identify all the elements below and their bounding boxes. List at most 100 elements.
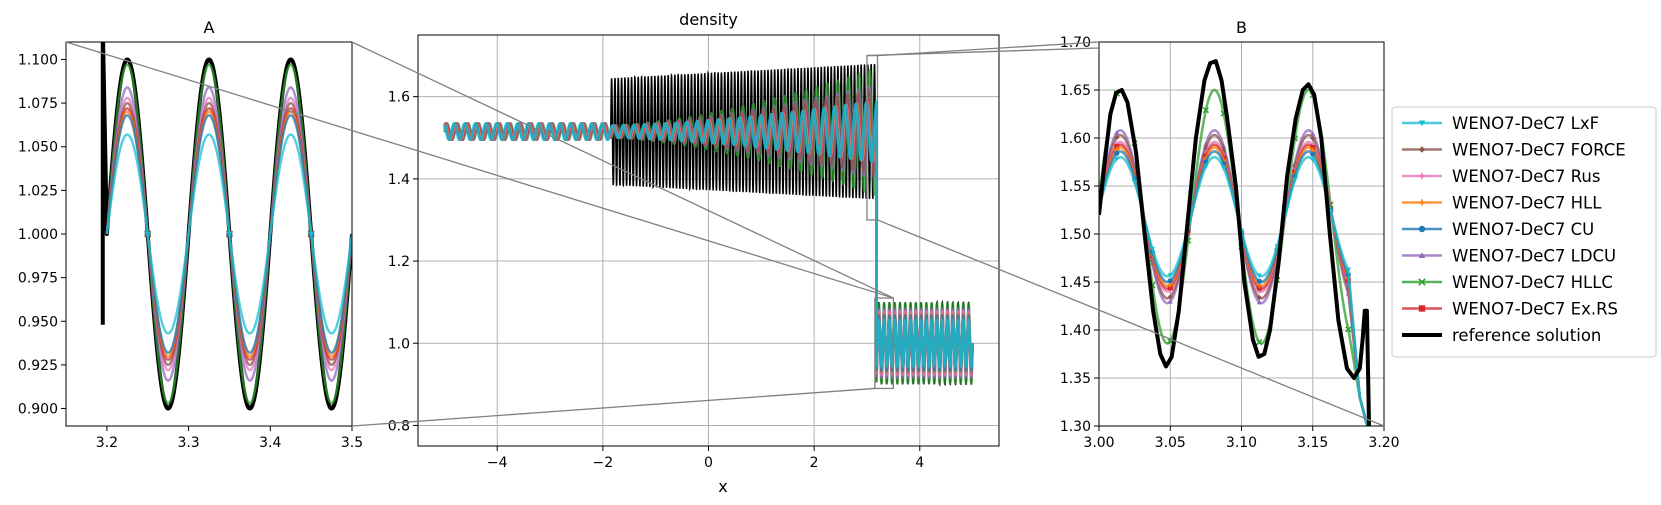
inset-a-plot-area bbox=[100, 42, 352, 411]
inset-b-series-marker bbox=[1345, 267, 1351, 273]
inset-a-series-marker bbox=[308, 231, 315, 237]
legend-marker bbox=[1418, 225, 1426, 233]
legend-label: WENO7-DeC7 Ex.RS bbox=[1452, 300, 1618, 319]
main-series-line bbox=[443, 99, 974, 368]
zoom-connector-a-bottom bbox=[351, 387, 875, 427]
inset-b-series-marker bbox=[1167, 284, 1173, 291]
inset-a-x-tick-label: 3.2 bbox=[96, 435, 118, 451]
legend-frame bbox=[1391, 106, 1657, 358]
inset-a-y-tick-label: 0.925 bbox=[18, 358, 58, 374]
inset-b-series-marker bbox=[1132, 180, 1138, 185]
inset-a-y-tick-label: 1.000 bbox=[18, 227, 58, 243]
main-y-tick-label: 0.8 bbox=[388, 418, 410, 434]
inset-a-y-tick-label: 1.050 bbox=[18, 140, 58, 156]
inset-b-series-marker bbox=[1203, 145, 1209, 151]
inset-b-series-marker bbox=[1221, 166, 1227, 171]
inset-b-x-tick-label: 3.20 bbox=[1368, 435, 1399, 451]
main-y-ticks: 0.8 1.0 1.2 1.4 1.6 bbox=[388, 90, 418, 434]
inset-b-series-marker bbox=[1114, 144, 1120, 150]
inset-b-series-marker bbox=[1345, 326, 1352, 333]
inset-b-y-tick-label: 1.40 bbox=[1060, 323, 1091, 339]
legend-marker bbox=[1418, 252, 1426, 259]
inset-b-x-tick-label: 3.05 bbox=[1155, 435, 1186, 451]
inset-b-series-marker bbox=[1310, 131, 1316, 136]
inset-b-series-marker bbox=[1310, 151, 1316, 157]
legend-marker bbox=[1418, 305, 1426, 312]
inset-b-series-marker bbox=[1202, 106, 1210, 114]
main-series bbox=[443, 64, 974, 387]
inset-b-series-marker bbox=[1167, 298, 1173, 304]
main-y-tick-label: 1.6 bbox=[388, 90, 410, 106]
inset-a-frame bbox=[66, 42, 352, 426]
inset-b-reference-line bbox=[1099, 59, 1372, 426]
legend-marker bbox=[1418, 172, 1426, 180]
main-x-tick-label: −2 bbox=[593, 455, 614, 471]
inset-a-x-tick-label: 3.5 bbox=[341, 435, 363, 451]
zoom-box-a bbox=[874, 297, 895, 390]
inset-a-y-tick-label: 0.900 bbox=[18, 402, 58, 418]
legend-entry: WENO7-DeC7 HLLC bbox=[1402, 273, 1613, 292]
inset-b-series-marker bbox=[1256, 273, 1262, 279]
legend-marker bbox=[1418, 278, 1426, 286]
inset-b: 3.00 3.05 3.10 3.15 3.20 1.30 1.35 1.40 1.45 1.5… bbox=[1060, 18, 1400, 451]
inset-b-series-marker bbox=[1167, 294, 1173, 300]
legend-label: WENO7-DeC7 FORCE bbox=[1452, 141, 1626, 160]
main-x-ticks: −4 −2 0 2 4 bbox=[487, 446, 924, 471]
inset-b-y-tick-label: 1.45 bbox=[1060, 275, 1091, 291]
inset-b-plot-area bbox=[1099, 59, 1372, 426]
legend: WENO7-DeC7 LxF WENO7-DeC7 FORCE WENO7-DeC7… bbox=[1391, 106, 1657, 358]
inset-b-y-ticks: 1.301.351.401.451.501.551.601.651.70 bbox=[1060, 35, 1099, 435]
inset-b-series-marker bbox=[1256, 294, 1262, 301]
main-x-tick-label: 2 bbox=[810, 455, 819, 471]
main-x-tick-label: 0 bbox=[704, 455, 713, 471]
inset-a-y-tick-label: 0.975 bbox=[18, 271, 58, 287]
inset-a-y-tick-label: 1.100 bbox=[18, 52, 58, 68]
legend-entry: WENO7-DeC7 FORCE bbox=[1402, 141, 1626, 160]
inset-b-y-tick-label: 1.65 bbox=[1060, 83, 1091, 99]
legend-entry: WENO7-DeC7 HLL bbox=[1402, 194, 1602, 213]
main-x-tick-label: 4 bbox=[915, 455, 924, 471]
inset-b-series-marker bbox=[1256, 338, 1263, 346]
legend-label: WENO7-DeC7 Rus bbox=[1452, 167, 1600, 186]
main-y-tick-label: 1.4 bbox=[388, 172, 410, 188]
inset-b-series-marker bbox=[1167, 278, 1173, 284]
zoom-connector-b-top bbox=[877, 41, 1100, 57]
inset-a-series-marker bbox=[144, 231, 151, 237]
legend-marker bbox=[1418, 120, 1426, 127]
legend-marker bbox=[1418, 146, 1426, 153]
zoom-connector-b-bottom bbox=[877, 219, 1385, 427]
inset-b-series-marker bbox=[1114, 134, 1120, 141]
inset-b-series-marker bbox=[1203, 164, 1209, 170]
legend-entry: WENO7-DeC7 CU bbox=[1402, 220, 1594, 239]
inset-a-y-tick-label: 1.025 bbox=[18, 183, 58, 199]
inset-b-title: B bbox=[1236, 18, 1247, 37]
inset-b-series-marker bbox=[1256, 285, 1262, 291]
inset-a-y-tick-label: 0.950 bbox=[18, 314, 58, 330]
main-title: density bbox=[679, 10, 738, 29]
inset-b-series-marker bbox=[1149, 246, 1156, 252]
main-x-tick-label: −4 bbox=[487, 455, 508, 471]
main-plot: −4 −2 0 2 4 0.8 1.0 1.2 1.4 1.6 density x bbox=[388, 10, 1000, 496]
inset-b-x-ticks: 3.00 3.05 3.10 3.15 3.20 bbox=[1083, 426, 1400, 451]
legend-entry: WENO7-DeC7 Rus bbox=[1402, 167, 1600, 186]
inset-b-series bbox=[1099, 59, 1372, 426]
legend-entries: WENO7-DeC7 LxF WENO7-DeC7 FORCE WENO7-DeC7… bbox=[1402, 114, 1626, 345]
inset-b-series-marker bbox=[1256, 299, 1262, 305]
inset-b-series-marker bbox=[1114, 156, 1120, 162]
inset-b-x-tick-label: 3.00 bbox=[1083, 435, 1114, 451]
legend-label: WENO7-DeC7 LDCU bbox=[1452, 247, 1616, 266]
inset-b-series-marker bbox=[1310, 145, 1316, 151]
legend-entry: WENO7-DeC7 Ex.RS bbox=[1402, 300, 1618, 319]
legend-marker bbox=[1418, 199, 1426, 206]
inset-a: 3.2 3.3 3.4 3.5 0.900 0.925 0.950 0.975 1.000 1.… bbox=[18, 18, 363, 451]
zoom-connector-a-upper bbox=[351, 41, 894, 299]
inset-b-x-tick-label: 3.10 bbox=[1226, 435, 1257, 451]
inset-a-x-ticks: 3.2 3.3 3.4 3.5 bbox=[96, 426, 363, 451]
inset-b-x-tick-label: 3.15 bbox=[1297, 435, 1328, 451]
zoom-indicators bbox=[65, 41, 1385, 427]
legend-entry: WENO7-DeC7 LDCU bbox=[1402, 247, 1616, 266]
legend-entry: reference solution bbox=[1402, 326, 1601, 345]
inset-b-y-tick-label: 1.35 bbox=[1060, 371, 1091, 387]
legend-label: reference solution bbox=[1452, 326, 1601, 345]
